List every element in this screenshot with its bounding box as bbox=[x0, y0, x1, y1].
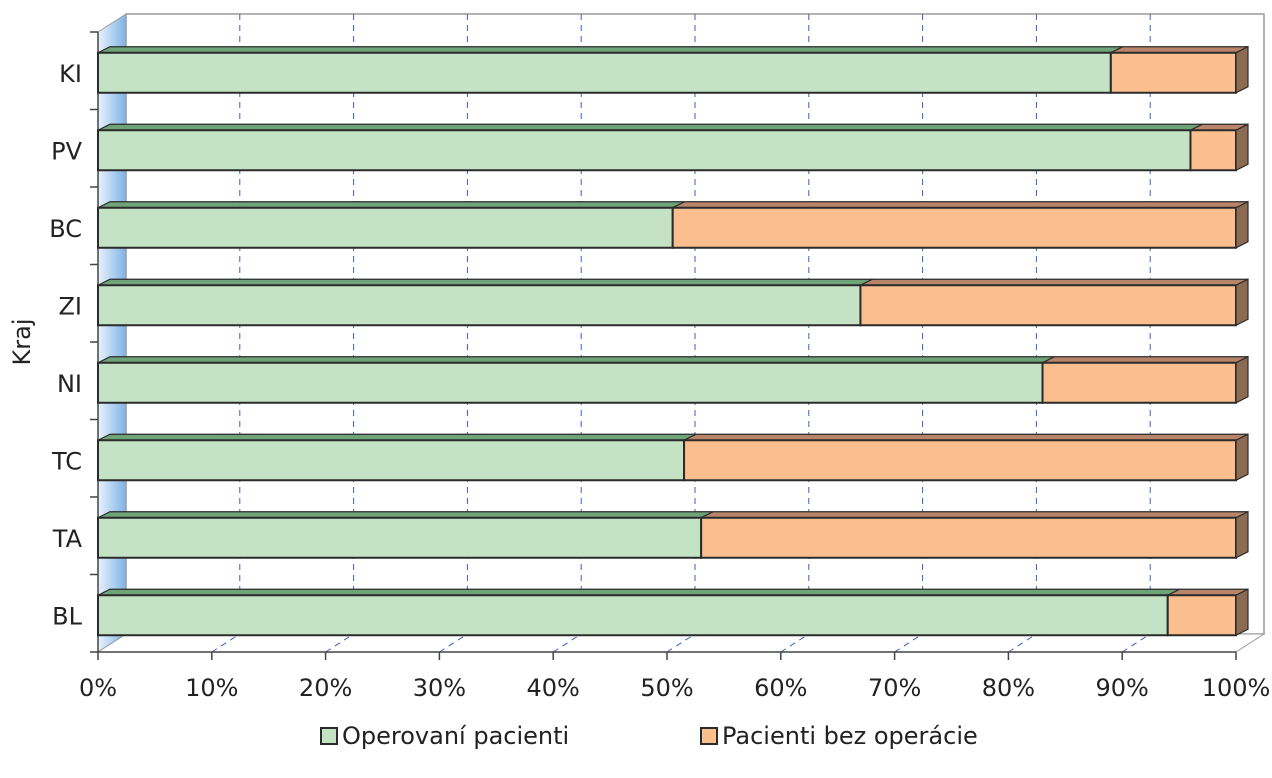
y-tick-label: BC bbox=[49, 215, 82, 243]
x-tick-label: 90% bbox=[1096, 674, 1149, 702]
bar-NI-series-1 bbox=[1041, 361, 1238, 404]
x-tick-label: 50% bbox=[640, 674, 693, 702]
y-tick-label: NI bbox=[57, 370, 82, 398]
bar-side bbox=[1235, 278, 1249, 327]
legend-label-0: Operovaní pacienti bbox=[342, 722, 570, 750]
y-tick-label: PV bbox=[51, 137, 82, 165]
bar-PV-series-1 bbox=[1189, 129, 1237, 172]
x-tick-label: 100% bbox=[1202, 674, 1271, 702]
bar-BL-series-0 bbox=[97, 594, 1169, 637]
y-tick-label: KI bbox=[59, 60, 82, 88]
y-tick-label: ZI bbox=[58, 292, 82, 320]
bar-TA-series-1 bbox=[700, 516, 1237, 559]
bar-KI-series-0 bbox=[97, 51, 1112, 94]
legend-swatch-0 bbox=[320, 727, 338, 745]
legend-swatch-1 bbox=[700, 727, 718, 745]
x-tick-label: 60% bbox=[754, 674, 807, 702]
bar-side bbox=[1235, 510, 1249, 559]
x-tick-label: 20% bbox=[299, 674, 352, 702]
bar-side bbox=[1235, 588, 1249, 637]
floor-gridline bbox=[1121, 633, 1151, 653]
bar-side bbox=[1235, 123, 1249, 172]
bar-ZI-series-0 bbox=[97, 284, 862, 327]
x-tick-label: 30% bbox=[413, 674, 466, 702]
bar-TC-series-0 bbox=[97, 439, 686, 482]
legend-item-series-0: Operovaní pacienti bbox=[320, 722, 569, 750]
floor-gridline bbox=[1008, 633, 1037, 653]
y-tick-label: TC bbox=[51, 447, 82, 475]
y-axis-title: Kraj bbox=[8, 319, 36, 366]
x-tick-label: 80% bbox=[982, 674, 1035, 702]
bar-side bbox=[1235, 433, 1249, 482]
y-tick-label: BL bbox=[52, 602, 82, 630]
bar-TC-series-1 bbox=[683, 439, 1237, 482]
bar-KI-series-1 bbox=[1109, 51, 1237, 94]
bar-side bbox=[1235, 45, 1249, 94]
legend-item-series-1: Pacienti bez operácie bbox=[700, 722, 978, 750]
bar-side bbox=[1235, 200, 1249, 249]
x-tick-label: 70% bbox=[868, 674, 921, 702]
floor-gridline bbox=[780, 633, 810, 653]
floor-gridline bbox=[439, 633, 468, 653]
floor-gridline bbox=[666, 633, 696, 653]
chart-area: 0% 10% 20% 30% 40% 50% 60% 70% 80% 90% 100% KI PV BC Z… bbox=[8, 13, 1271, 702]
bar-PV-series-0 bbox=[97, 129, 1192, 172]
x-tick-label: 0% bbox=[79, 674, 117, 702]
bar-NI-series-0 bbox=[97, 361, 1044, 404]
bar-BC-series-1 bbox=[671, 206, 1237, 249]
floor-gridline bbox=[211, 633, 241, 653]
y-tick-label: TA bbox=[52, 525, 83, 553]
bar-BC-series-0 bbox=[97, 206, 674, 249]
floor-gridline bbox=[894, 633, 923, 653]
bar-side bbox=[1235, 355, 1249, 404]
bar-TA-series-0 bbox=[97, 516, 703, 559]
x-tick-label: 10% bbox=[185, 674, 238, 702]
legend: Operovaní pacienti Pacienti bez operácie bbox=[0, 722, 1272, 758]
x-tick-label: 40% bbox=[527, 674, 580, 702]
floor-gridline bbox=[325, 633, 354, 653]
bar-BL-series-1 bbox=[1166, 594, 1237, 637]
floor-gridline bbox=[552, 633, 582, 653]
legend-label-1: Pacienti bez operácie bbox=[722, 722, 978, 750]
bar-ZI-series-1 bbox=[859, 284, 1238, 327]
